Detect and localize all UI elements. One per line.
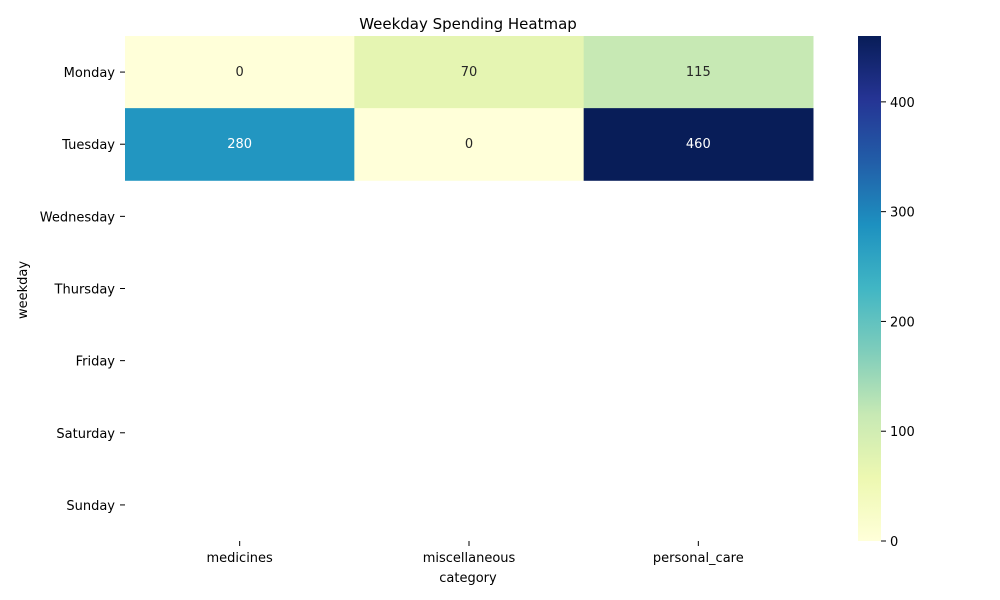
y-axis-label: weekday [16,261,31,319]
cell-value-label: 70 [461,65,478,80]
colorbar [858,36,881,541]
y-tick-label: Wednesday [40,210,116,225]
colorbar-tick-label: 400 [890,96,915,111]
chart-title: Weekday Spending Heatmap [359,15,577,33]
x-tick-label: medicines [207,551,274,566]
y-tick-label: Saturday [56,427,115,442]
cell-value-label: 0 [465,137,473,152]
y-tick-label: Tuesday [61,138,115,153]
y-tick-label: Monday [64,66,116,81]
y-tick-label: Friday [76,355,116,370]
heatmap-cell [354,108,585,181]
colorbar-tick-label: 0 [890,535,898,550]
x-tick-label: personal_care [653,551,744,566]
cell-value-label: 0 [236,65,244,80]
cell-value-label: 280 [227,137,252,152]
heatmap-cell [125,36,355,109]
colorbar-tick-label: 100 [890,425,915,440]
colorbar-ticks: 0 100 200 300 400 [881,96,915,550]
colorbar-tick-label: 300 [890,206,915,221]
heatmap-cell [583,36,814,109]
x-axis: medicines miscellaneous personal_care [207,541,744,566]
y-tick-label: Sunday [66,499,115,514]
y-axis: Monday Tuesday Wednesday Thursday Friday Satu… [40,66,125,514]
heatmap-cell [125,108,355,181]
x-tick-label: miscellaneous [423,551,516,566]
heatmap-cell [354,36,585,109]
heatmap-cells: 0 70 115 280 0 460 [125,36,814,181]
y-tick-label: Thursday [54,283,116,298]
x-axis-label: category [439,571,497,586]
cell-value-label: 115 [686,65,711,80]
colorbar-tick-label: 200 [890,315,915,330]
cell-value-label: 460 [686,137,711,152]
heatmap-cell [583,108,814,181]
